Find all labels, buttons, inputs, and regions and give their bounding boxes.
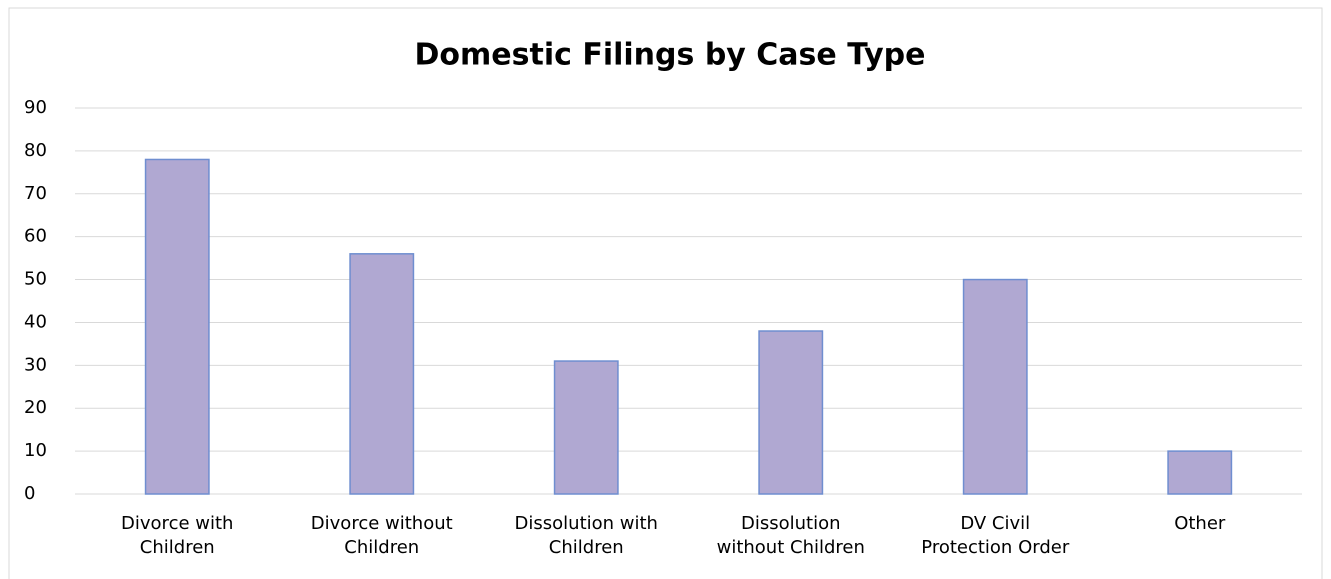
y-tick-label: 30 [24,354,47,375]
bar [144,158,210,495]
bar [962,278,1028,495]
chart-border [8,7,1323,579]
bar [758,330,824,495]
y-tick-label: 20 [24,397,47,418]
y-tick-label: 50 [24,269,47,290]
x-tick-label: Dissolution without Children [716,513,865,558]
y-tick-label: 0 [24,483,35,504]
y-tick-label: 80 [24,140,47,161]
y-tick-label: 10 [24,440,47,461]
x-tick-label: Other [1174,513,1226,534]
y-tick-label: 40 [24,311,47,332]
x-tick-label: Divorce without Children [310,513,453,558]
bar [553,360,619,495]
y-tick-label: 70 [24,183,47,204]
x-tick-label: DV Civil Protection Order [921,513,1070,558]
x-tick-label: Divorce with Children [121,513,234,558]
chart-title: Domestic Filings by Case Type [415,38,926,73]
y-tick-label: 90 [24,97,47,118]
y-tick-label: 60 [24,226,47,247]
bar [349,253,415,495]
x-tick-label: Dissolution with Children [514,513,658,558]
bar [1167,450,1233,495]
